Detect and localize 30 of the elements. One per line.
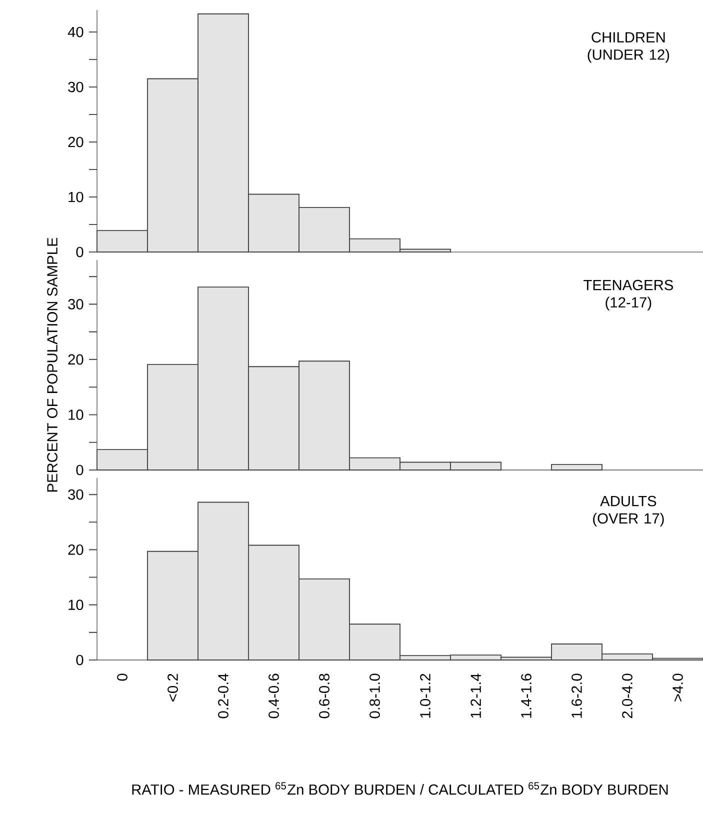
x-tick-label: 1.6-2.0 [571,674,582,718]
y-tick-label: 10 [68,600,84,610]
annotation: CHILDREN (UNDER 12) [588,32,669,63]
y-tick-label: 20 [68,136,84,148]
y-tick-label: 30 [68,299,84,310]
y-tick-label: 0 [76,246,84,258]
y-tick-label: 40 [68,26,84,38]
y-tick-label: 10 [68,192,84,202]
x-tick-label: 1.0-1.2 [420,674,430,718]
x-axis-title: RATIO - MEASURED $^{65}$Zn BODY BURDEN / CALCULATED $^{65}$Zn BODY BURDEN [132,782,668,795]
x-tick-label: 1.4-1.6 [520,674,532,718]
x-tick-label: 0.4-0.6 [268,674,279,718]
y-axis-title: PERCENT OF POPULATION SAMPLE [46,238,58,492]
y-tick-label: 30 [68,82,84,92]
x-tick-label: 0.2-0.4 [218,674,228,718]
y-tick-label: 10 [68,410,84,420]
x-tick-label: >4.0 [672,674,683,702]
y-tick-label: 20 [68,544,84,555]
y-tick-label: 0 [76,464,84,476]
annotation: ADULTS (OVER 17) [592,496,664,526]
y-tick-label: 30 [68,489,84,500]
y-tick-label: 0 [76,654,84,666]
x-tick-label: 0.8-1.0 [369,674,380,718]
x-tick-label: 0.6-0.8 [318,674,330,718]
x-tick-label: 1.2-1.4 [470,674,481,718]
x-tick-label: 0 [116,674,128,681]
annotation: TEENAGERS (12-17) [583,280,673,310]
y-tick-label: 20 [68,354,84,365]
x-tick-label: <0.2 [167,674,178,702]
x-tick-label: 2.0-4.0 [622,674,632,718]
